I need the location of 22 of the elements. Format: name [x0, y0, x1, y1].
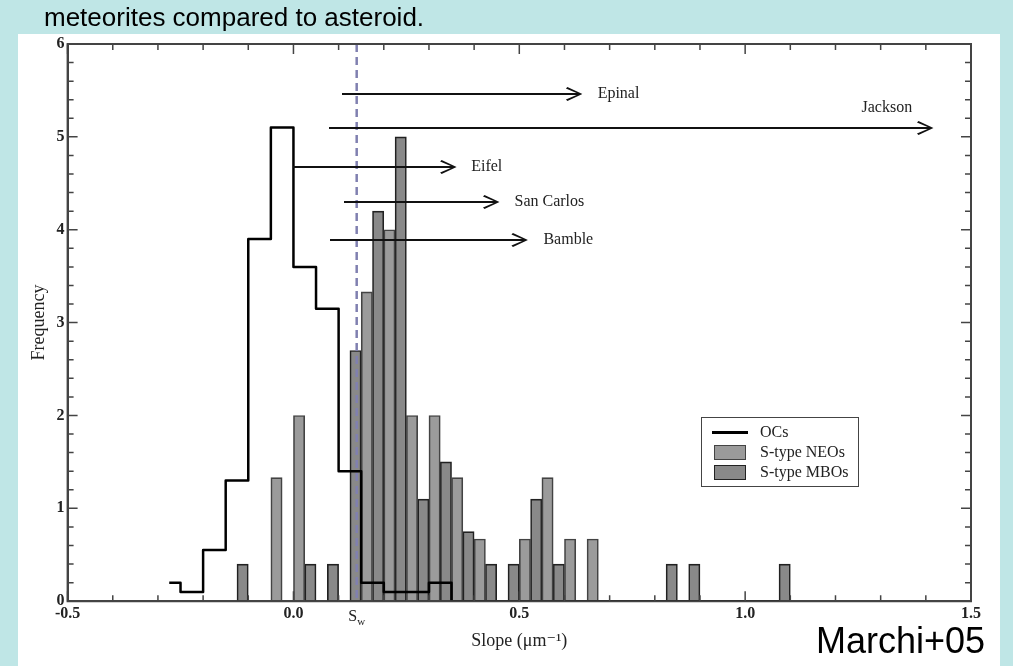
annotation: Eifel — [471, 156, 503, 175]
y-tick-label: 3 — [56, 312, 65, 330]
chart-title: meteorites compared to asteroid. — [44, 2, 425, 33]
x-axis-title: Slope (μm⁻¹) — [471, 629, 568, 651]
legend-label: S-type NEOs — [760, 443, 845, 462]
annotation: Jackson — [861, 98, 913, 117]
legend-label: OCs — [760, 423, 789, 442]
annotation: San Carlos — [514, 192, 585, 211]
y-tick-label: 1 — [56, 498, 65, 516]
x-tick-label: 1.5 — [961, 603, 981, 621]
y-tick-label: 5 — [56, 127, 65, 145]
x-tick-label: 0.5 — [509, 603, 530, 621]
legend-label: S-type MBOs — [760, 463, 849, 482]
annotation: Bamble — [543, 229, 594, 248]
y-tick-label: 4 — [56, 219, 65, 237]
x-tick-label: 0.0 — [283, 603, 304, 621]
y-tick-label: 6 — [56, 34, 65, 52]
y-axis-title: Frequency — [27, 284, 48, 361]
x-tick-label: 1.0 — [735, 603, 756, 621]
text: Marchi+05 — [815, 620, 985, 662]
annotation: Epinal — [597, 83, 640, 102]
y-tick-label: 2 — [56, 405, 65, 423]
